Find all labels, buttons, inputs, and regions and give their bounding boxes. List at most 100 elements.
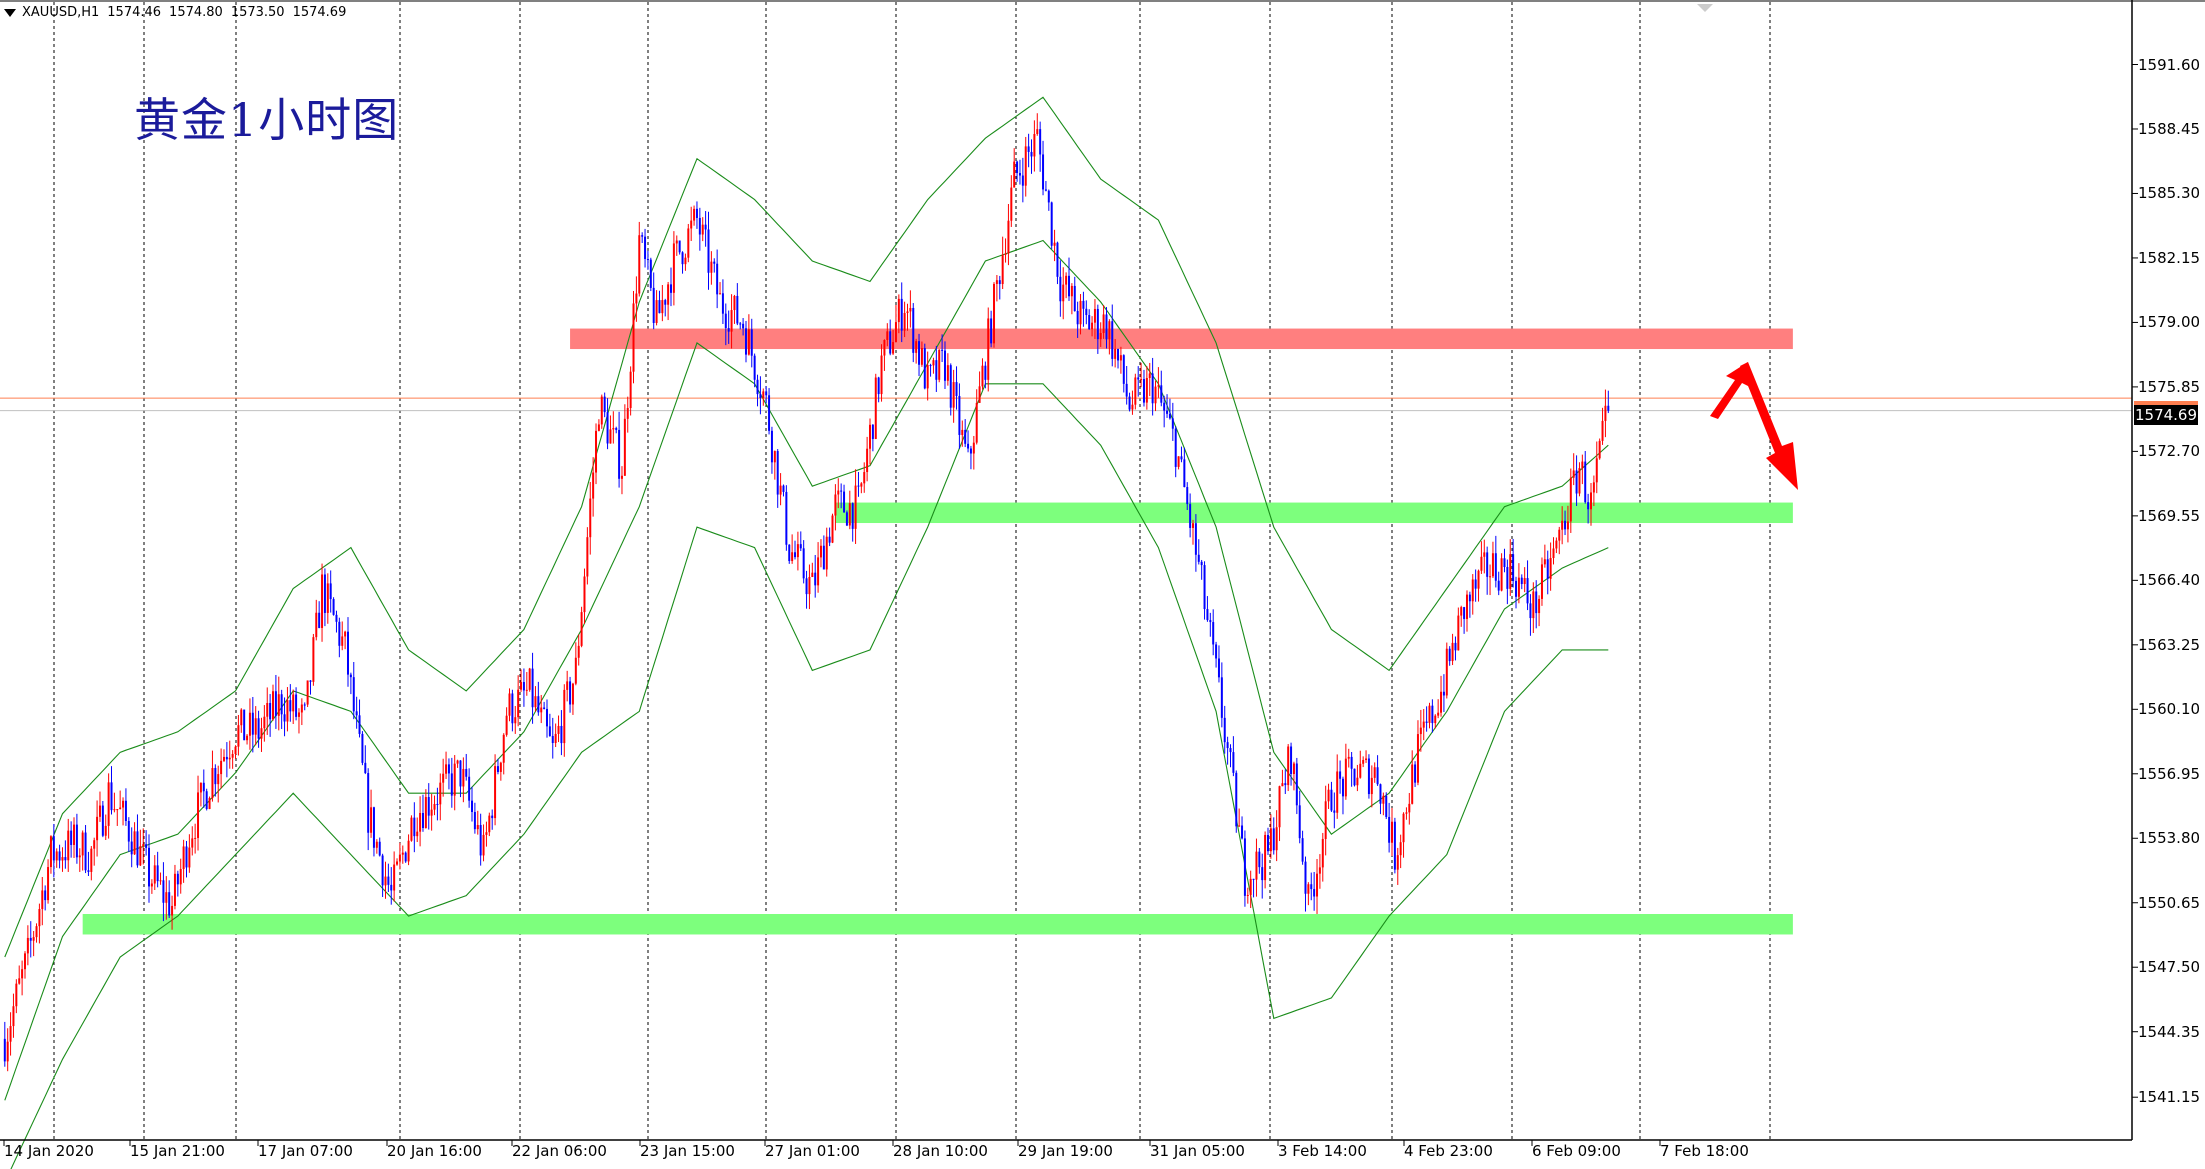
candle (1564, 510, 1567, 536)
candle (1163, 395, 1166, 428)
candle (811, 562, 814, 578)
candle (445, 751, 448, 779)
candle (312, 633, 315, 686)
candle (1053, 229, 1056, 262)
candle (796, 531, 799, 571)
candle (892, 329, 895, 356)
candle (652, 272, 655, 330)
candle (551, 717, 554, 759)
candle (1160, 370, 1163, 407)
candle (560, 710, 563, 756)
candle (1575, 455, 1578, 507)
candle (1532, 582, 1535, 634)
candle (231, 750, 234, 769)
support-zone (835, 502, 1793, 524)
candle (543, 701, 546, 710)
candle (511, 689, 514, 732)
candle (534, 686, 537, 712)
candle (1515, 576, 1518, 609)
candle (1241, 816, 1244, 840)
candle (802, 540, 805, 584)
candle (148, 834, 150, 903)
candle (473, 802, 476, 834)
candle (1295, 757, 1298, 815)
candle (1220, 662, 1223, 728)
candle (834, 484, 837, 531)
candle (1523, 567, 1526, 593)
candle (1448, 646, 1451, 666)
candle (447, 758, 450, 790)
candle (918, 333, 921, 377)
candle (1148, 362, 1151, 397)
candle (64, 840, 67, 869)
candle (1546, 550, 1549, 595)
candle (1065, 272, 1068, 299)
candle (21, 960, 24, 996)
candle (943, 341, 946, 390)
candle (1607, 390, 1610, 414)
candle (969, 445, 972, 470)
candle (1391, 807, 1394, 856)
candle (595, 423, 598, 485)
candle (139, 829, 142, 867)
candle (1494, 535, 1497, 588)
collapse-triangle-icon[interactable] (4, 8, 16, 17)
candle (946, 353, 949, 386)
candle (1313, 871, 1316, 911)
candle (1411, 750, 1414, 805)
candle (1477, 569, 1480, 602)
candle (1434, 714, 1437, 729)
candle (1604, 389, 1607, 438)
candle (171, 895, 174, 930)
candle (266, 687, 269, 735)
candle (1284, 769, 1287, 795)
candle (381, 853, 384, 897)
candle (130, 827, 133, 868)
candle (1460, 605, 1463, 627)
candle (185, 840, 188, 878)
time-tick-label: 22 Jan 06:00 (512, 1142, 607, 1160)
candle (978, 371, 981, 403)
candle (629, 366, 632, 416)
candle (531, 652, 534, 724)
candle (269, 694, 272, 737)
time-tick-label: 4 Feb 23:00 (1404, 1142, 1493, 1160)
candle (1137, 366, 1140, 397)
candle (756, 374, 759, 407)
candle (101, 800, 104, 838)
candle (110, 766, 113, 815)
candle (488, 812, 491, 837)
candle (1584, 451, 1587, 504)
candle (162, 862, 165, 922)
price-tick-label: 1541.15 (2138, 1088, 2201, 1107)
candle (1114, 339, 1117, 368)
candle (1416, 720, 1419, 786)
candle (214, 764, 217, 797)
candle (1140, 362, 1143, 388)
candle (145, 830, 148, 856)
candle (1203, 561, 1206, 620)
candle (436, 787, 439, 821)
candle (1601, 407, 1604, 445)
candle (984, 361, 987, 389)
candle (292, 689, 295, 725)
price-tick-label: 1569.55 (2138, 506, 2201, 525)
candle (1445, 642, 1448, 699)
candle (794, 540, 797, 560)
candle (854, 469, 857, 544)
open-value: 1574.46 (107, 5, 162, 20)
candle (1316, 858, 1319, 914)
candle (35, 923, 38, 943)
candle (1001, 236, 1004, 290)
candle (332, 597, 335, 616)
candle (1517, 563, 1520, 604)
candle (1587, 493, 1590, 524)
candle (935, 345, 938, 392)
candle (785, 485, 788, 551)
candle (817, 542, 820, 593)
candle (900, 282, 903, 343)
candle (1540, 557, 1543, 606)
candle (6, 1028, 9, 1072)
candle (681, 251, 684, 274)
